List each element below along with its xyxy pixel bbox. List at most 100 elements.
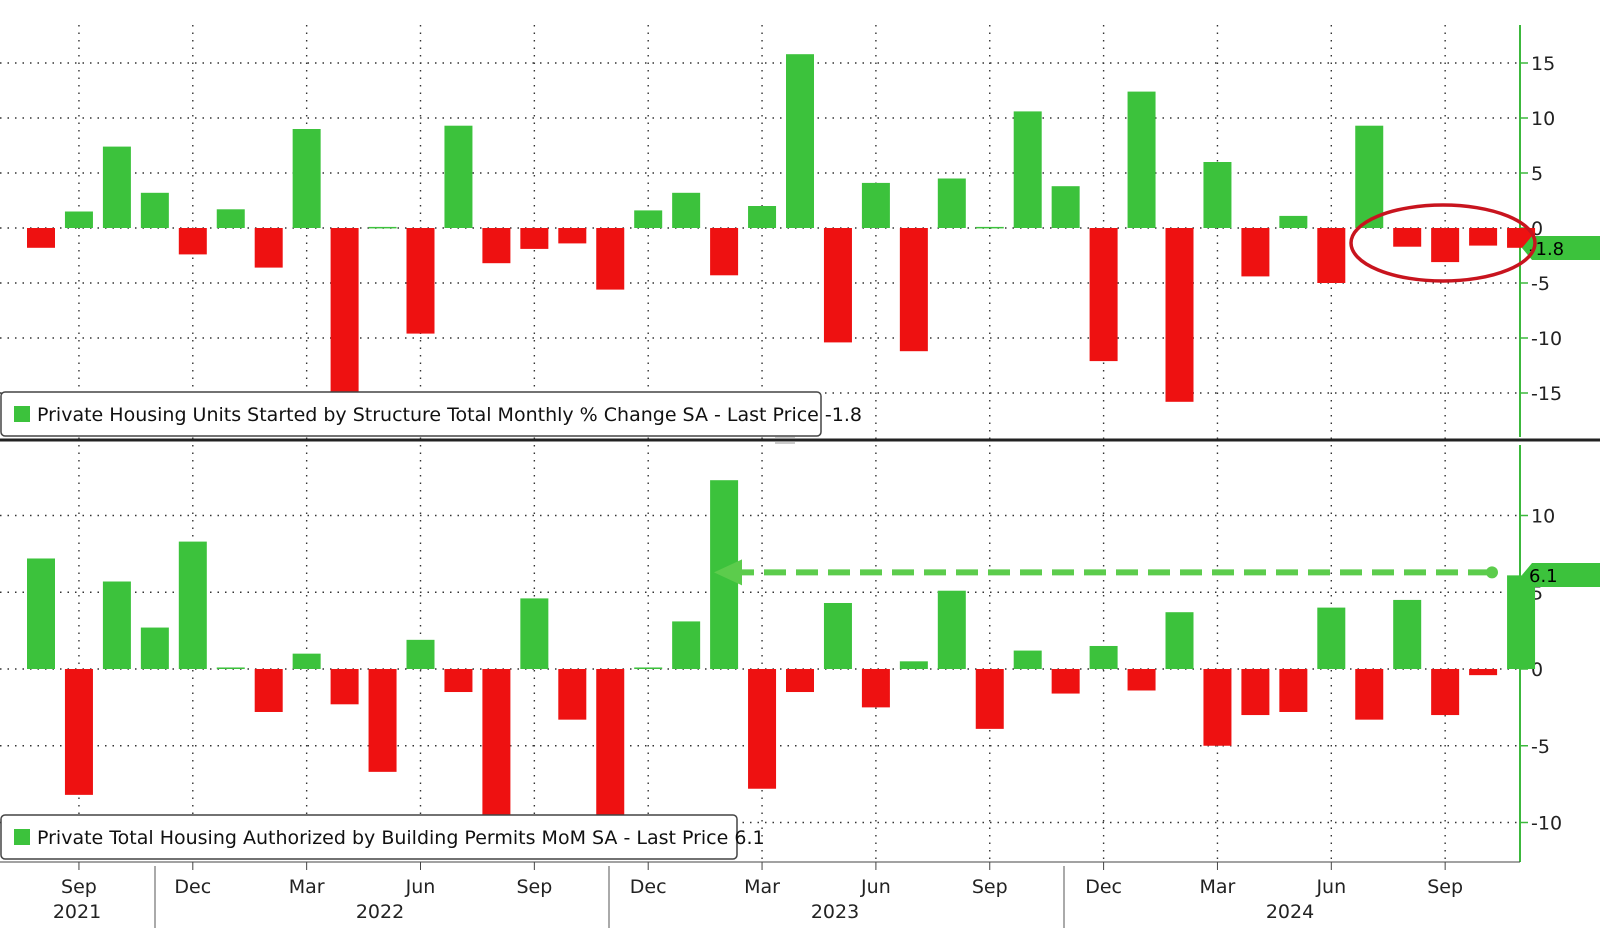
bar [1355,125,1384,228]
bar [672,621,701,669]
x-year-label: 2022 [356,901,404,923]
x-tick-label: Dec [630,876,667,898]
legend-box [0,391,822,437]
bar [1051,186,1080,228]
bar [1393,228,1422,247]
bar [444,125,473,228]
legend-label: Private Housing Units Started by Structu… [37,404,862,426]
bar [1013,111,1042,228]
bar [1127,669,1156,691]
x-tick-label: Sep [516,876,552,898]
bar [140,627,169,669]
x-tick-label: Dec [1085,876,1122,898]
y-tick-label: -10 [1531,813,1562,835]
bar [520,598,549,669]
x-tick-label: Jun [860,876,891,898]
last-value-tag [1522,563,1600,587]
x-year-label: 2023 [811,901,859,923]
bar [64,669,93,795]
bar [1355,669,1384,720]
x-year-label: 2021 [53,901,101,923]
y-tick-label: -5 [1531,273,1550,295]
bar [178,228,207,255]
bar [975,669,1004,729]
bar [1317,228,1346,283]
bar [368,669,397,772]
bar [975,226,1004,229]
bar [1431,228,1460,263]
bar [1431,669,1460,716]
bar [1279,669,1308,712]
bar [596,228,625,290]
y-tick-label: -5 [1531,736,1550,758]
bar [216,209,245,228]
bar [254,669,283,712]
bar [1089,645,1118,669]
arrow-origin-dot [1486,566,1498,579]
bar [748,206,777,228]
bar [937,178,966,228]
bar [27,228,55,248]
bar [482,228,511,264]
y-tick-label: -15 [1531,383,1562,405]
bar [823,228,852,343]
arrow-head [714,559,742,586]
bar [1241,228,1270,277]
x-tick-label: Dec [174,876,211,898]
bar [672,192,701,228]
bar [1013,650,1042,669]
bar [634,210,663,228]
bar [1203,669,1232,746]
bar [330,228,359,395]
bar [406,639,435,669]
bar [1165,612,1194,669]
bar [1127,91,1156,228]
bar [1051,669,1080,694]
bar [558,228,587,244]
bar [748,669,777,789]
bar [27,558,55,669]
bar [786,669,814,693]
bar [216,667,245,669]
last-value-label: -1.8 [1529,239,1564,260]
y-tick-label: 10 [1531,108,1555,130]
bar [1203,162,1232,228]
highlight-circle [1349,203,1537,283]
x-tick-label: Mar [289,876,325,898]
legend-swatch [14,406,30,422]
x-year-label: 2024 [1266,901,1314,923]
bar [330,669,359,705]
bar [596,669,625,826]
bar [823,602,852,669]
y-tick-label: -10 [1531,328,1562,350]
bar [1317,607,1346,669]
legend-label: Private Total Housing Authorized by Buil… [37,827,765,849]
bar [102,581,131,669]
legend-swatch [14,829,30,845]
last-value-label: 6.1 [1529,566,1558,587]
bar [899,228,928,352]
bar [102,146,131,228]
bar [1165,228,1194,402]
bar [1089,228,1118,362]
y-tick-label: 15 [1531,53,1555,75]
bar [406,228,435,334]
bar [899,661,928,669]
bar [1469,228,1498,246]
bar [520,228,549,249]
bar [861,669,890,708]
y-tick-label: 10 [1531,506,1555,528]
x-tick-label: Mar [744,876,780,898]
x-tick-label: Sep [61,876,97,898]
bar [634,667,663,669]
bar [482,669,511,826]
bar [64,211,93,228]
x-tick-label: Sep [1427,876,1463,898]
x-tick-label: Mar [1200,876,1236,898]
bar [178,541,207,669]
bar [1393,599,1422,669]
bar [558,669,587,720]
x-tick-label: Jun [1315,876,1346,898]
bar [1469,669,1498,676]
